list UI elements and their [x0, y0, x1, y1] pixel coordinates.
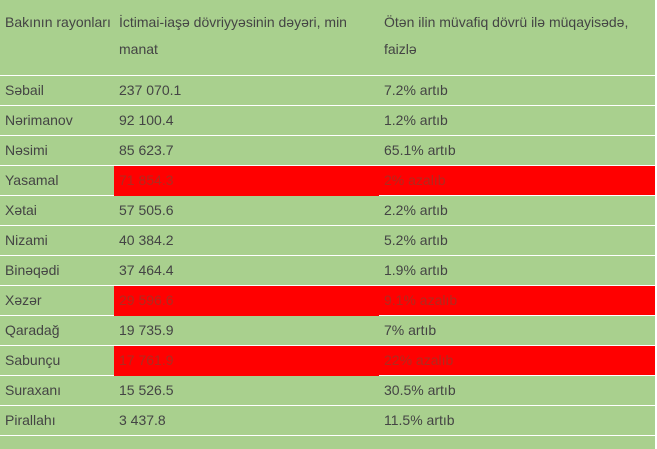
header-turnover-value: İctimai-iaşə dövriyyəsinin dəyəri, min m… — [114, 0, 379, 76]
district-turnover-table: Bakının rayonları İctimai-iaşə dövriyyəs… — [0, 0, 655, 436]
table-row: Yasamal 71 854.3 2% azalıb — [0, 165, 655, 196]
district-cell: Pirallahı — [0, 405, 114, 436]
value-cell: 92 100.4 — [114, 105, 379, 136]
district-cell: Suraxanı — [0, 375, 114, 406]
change-cell: 7% artıb — [379, 315, 655, 346]
district-cell: Binəqədi — [0, 255, 114, 286]
value-cell: 85 623.7 — [114, 135, 379, 166]
change-cell: 1.9% artıb — [379, 255, 655, 286]
change-cell: 2% azalıb — [379, 165, 655, 196]
table-row: Xətai 57 505.6 2.2% artıb — [0, 195, 655, 226]
change-cell: 22% azalıb — [379, 345, 655, 376]
change-cell: 1.2% artıb — [379, 105, 655, 136]
value-cell: 3 437.8 — [114, 405, 379, 436]
change-cell: 5.2% artıb — [379, 225, 655, 256]
table-row: Suraxanı 15 526.5 30.5% artıb — [0, 375, 655, 406]
table-header-row: Bakının rayonları İctimai-iaşə dövriyyəs… — [0, 0, 655, 76]
change-cell: 2.2% artıb — [379, 195, 655, 226]
value-cell: 29 596.6 — [114, 285, 379, 316]
change-cell: 11.5% artıb — [379, 405, 655, 436]
table-row: Binəqədi 37 464.4 1.9% artıb — [0, 255, 655, 286]
value-cell: 17 761.9 — [114, 345, 379, 376]
district-cell: Səbail — [0, 75, 114, 106]
district-cell: Qaradağ — [0, 315, 114, 346]
district-cell: Nizami — [0, 225, 114, 256]
value-cell: 37 464.4 — [114, 255, 379, 286]
district-cell: Nərimanov — [0, 105, 114, 136]
value-cell: 15 526.5 — [114, 375, 379, 406]
change-cell: 65.1% artıb — [379, 135, 655, 166]
table-row: Nəsimi 85 623.7 65.1% artıb — [0, 135, 655, 166]
table-row: Səbail 237 070.1 7.2% artıb — [0, 75, 655, 106]
value-cell: 19 735.9 — [114, 315, 379, 346]
table-row: Qaradağ 19 735.9 7% artıb — [0, 315, 655, 346]
table-row: Sabunçu 17 761.9 22% azalıb — [0, 345, 655, 376]
district-cell: Xətai — [0, 195, 114, 226]
value-cell: 71 854.3 — [114, 165, 379, 196]
district-cell: Xəzər — [0, 285, 114, 316]
value-cell: 237 070.1 — [114, 75, 379, 106]
change-cell: 30.5% artıb — [379, 375, 655, 406]
district-cell: Nəsimi — [0, 135, 114, 166]
table-row: Xəzər 29 596.6 9.1% azalıb — [0, 285, 655, 316]
district-cell: Yasamal — [0, 165, 114, 196]
table-body: Səbail 237 070.1 7.2% artıb Nərimanov 92… — [0, 75, 655, 436]
table-row: Nizami 40 384.2 5.2% artıb — [0, 225, 655, 256]
header-yoy-change: Ötən ilin müvafiq dövrü ilə müqayisədə, … — [379, 0, 655, 76]
change-cell: 9.1% azalıb — [379, 285, 655, 316]
table-row: Nərimanov 92 100.4 1.2% artıb — [0, 105, 655, 136]
district-cell: Sabunçu — [0, 345, 114, 376]
value-cell: 40 384.2 — [114, 225, 379, 256]
table-row: Pirallahı 3 437.8 11.5% artıb — [0, 405, 655, 436]
change-cell: 7.2% artıb — [379, 75, 655, 106]
value-cell: 57 505.6 — [114, 195, 379, 226]
header-district: Bakının rayonları — [0, 0, 114, 76]
